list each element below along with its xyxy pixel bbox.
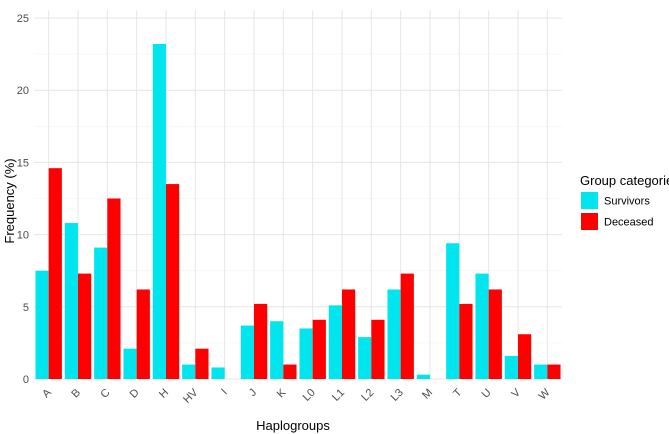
y-axis-ticks: 0 5 10 15 20 25 (17, 13, 29, 386)
bar-survivors-hv (182, 364, 196, 379)
grid-lines (34, 10, 562, 380)
bar-survivors-c (94, 247, 108, 379)
bar-deceased-l1 (342, 289, 356, 379)
bar-survivors-u (475, 273, 489, 379)
y-tick-label: 15 (17, 157, 29, 169)
legend-key-survivors (581, 192, 598, 209)
bar-deceased-u (488, 289, 502, 379)
y-tick-label: 10 (17, 230, 29, 242)
legend-key-deceased (581, 213, 598, 230)
x-tick-label: I (219, 387, 230, 398)
bar-deceased-l3 (400, 273, 414, 379)
bars (35, 43, 561, 379)
legend: Group categories Survivors Deceased (580, 173, 669, 230)
bar-survivors-l1 (328, 305, 342, 379)
bar-survivors-i (211, 367, 225, 379)
bar-deceased-h (166, 184, 180, 379)
bar-survivors-t (446, 243, 460, 379)
y-tick-label: 0 (23, 374, 29, 386)
legend-label-deceased: Deceased (604, 217, 654, 229)
bar-survivors-a (35, 270, 49, 379)
bar-survivors-d (123, 348, 137, 379)
bar-survivors-v (504, 355, 518, 379)
bar-deceased-b (78, 273, 92, 379)
y-tick-label: 5 (23, 302, 29, 314)
bar-survivors-l2 (358, 337, 372, 379)
bar-survivors-j (240, 325, 254, 379)
bar-survivors-k (270, 321, 284, 379)
bar-deceased-d (136, 289, 150, 379)
y-tick-label: 25 (17, 13, 29, 25)
bar-survivors-b (64, 223, 78, 379)
bar-survivors-m (416, 374, 430, 379)
x-axis-title: Haplogroups (256, 418, 330, 433)
bar-deceased-v (518, 334, 532, 379)
bar-deceased-w (547, 364, 561, 379)
bar-survivors-w (534, 364, 548, 379)
bar-deceased-a (48, 168, 62, 379)
bar-survivors-l3 (387, 289, 401, 379)
bar-deceased-c (107, 198, 121, 379)
legend-label-survivors: Survivors (604, 196, 650, 208)
y-tick-label: 20 (17, 85, 29, 97)
bar-deceased-l2 (371, 319, 385, 379)
bar-survivors-h (152, 43, 166, 379)
bar-deceased-l0 (312, 319, 326, 379)
legend-title: Group categories (580, 173, 669, 188)
y-axis-title: Frequency (%) (2, 158, 17, 243)
bar-deceased-k (283, 364, 297, 379)
bar-deceased-hv (195, 348, 209, 379)
bar-deceased-j (254, 303, 268, 379)
bar-deceased-t (459, 303, 473, 379)
bar-survivors-l0 (299, 328, 313, 379)
